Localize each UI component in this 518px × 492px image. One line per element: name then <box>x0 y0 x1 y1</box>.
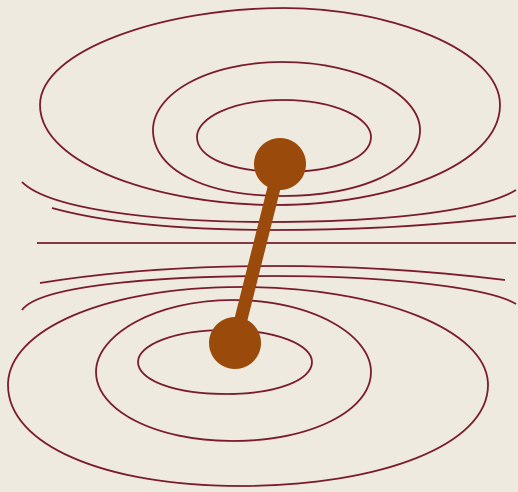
lower-contour-inner <box>137 329 313 395</box>
lower-open-line-group <box>21 265 517 311</box>
dipole-rod <box>228 157 287 350</box>
upper-open-line-inner <box>51 207 517 231</box>
lower-open-line-inner <box>39 265 506 284</box>
lower-open-line-outer <box>21 275 517 311</box>
lower-contour-group <box>7 286 489 487</box>
dipole-group <box>209 138 306 369</box>
upper-contour-middle <box>152 61 421 197</box>
dipole-pole-top <box>254 138 306 190</box>
dipole-pole-bottom <box>209 317 261 369</box>
lower-contour-outer <box>7 286 489 487</box>
lower-contour-middle <box>95 299 372 442</box>
